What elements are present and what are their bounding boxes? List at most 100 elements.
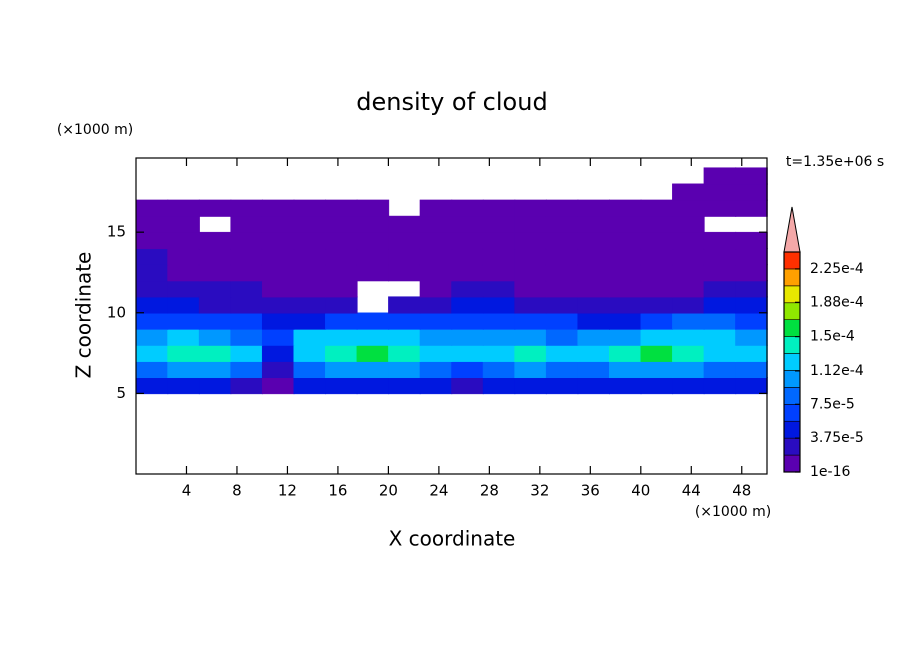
contour-cell [135, 280, 169, 298]
contour-cell [419, 215, 453, 233]
contour-cell [356, 264, 390, 282]
colorbar-frame [783, 251, 801, 473]
contour-cell [293, 199, 327, 217]
contour-cell [609, 360, 642, 379]
contour-cell [230, 312, 263, 330]
contour-cell [293, 328, 327, 346]
contour-cell [609, 312, 642, 330]
contour-cell [325, 296, 358, 314]
colorbar-band [783, 268, 801, 287]
x-tick-label: 32 [530, 482, 549, 500]
contour-cell [672, 264, 705, 282]
contour-cell [198, 264, 232, 282]
colorbar-band [783, 302, 801, 320]
contour-cell [482, 344, 516, 362]
contour-cell [609, 296, 642, 314]
contour-cell [261, 377, 295, 395]
contour-cell [735, 296, 768, 314]
contour-cell [609, 280, 642, 298]
contour-cell [325, 377, 358, 395]
contour-cell [167, 199, 200, 217]
contour-cell [388, 248, 421, 266]
contour-cell [451, 328, 484, 346]
contour-cell [514, 231, 547, 250]
contour-cell [735, 328, 768, 346]
contour-cell [640, 328, 674, 346]
colorbar-band [783, 336, 801, 354]
contour-cell [388, 377, 421, 395]
contour-cell [419, 328, 453, 346]
contour-cell [640, 264, 674, 282]
contour-cell [735, 344, 768, 362]
contour-cell [577, 280, 611, 298]
contour-cell [672, 215, 705, 233]
contour-cell [325, 312, 358, 330]
contour-cell [230, 248, 263, 266]
contour-cell [167, 328, 200, 346]
contour-cell [735, 360, 768, 379]
colorbar-extension [783, 206, 801, 253]
contour-cell [735, 231, 768, 250]
contour-cell [609, 328, 642, 346]
colorbar-band [783, 370, 801, 388]
contour-cell [672, 312, 705, 330]
y-tick-label: 5 [116, 384, 126, 402]
contour-cell [514, 344, 547, 362]
contour-cell [356, 215, 390, 233]
contour-cell [451, 264, 484, 282]
contour-cell [388, 296, 421, 314]
contour-cell [167, 296, 200, 314]
contour-cell [356, 248, 390, 266]
contour-cell [577, 215, 611, 233]
contour-cell [230, 264, 263, 282]
colorbar-band [783, 420, 801, 439]
contour-cell [640, 280, 674, 298]
x-tick-label: 40 [631, 482, 650, 500]
contour-cell [230, 231, 263, 250]
annotation: t=1.35e+06 s [786, 154, 884, 170]
contour-cell [167, 248, 200, 266]
contour-cell [640, 296, 674, 314]
x-tick-label: 24 [429, 482, 448, 500]
contour-cell [230, 328, 263, 346]
contour-cell [419, 312, 453, 330]
contour-cell [609, 231, 642, 250]
contour-cell [545, 360, 579, 379]
contour-cell [545, 280, 579, 298]
contour-cell [261, 312, 295, 330]
contour-cell [293, 231, 327, 250]
contour-cell [735, 167, 768, 185]
contour-cell [198, 377, 232, 395]
colorbar-tick-label: 1.12e-4 [810, 363, 864, 379]
contour-cell [482, 296, 516, 314]
colorbar-tick-label: 1.5e-4 [810, 329, 855, 345]
contour-cell [577, 231, 611, 250]
contour-cell [577, 360, 611, 379]
contour-cell [167, 215, 200, 233]
contour-cell [293, 360, 327, 379]
contour-cell [514, 264, 547, 282]
contour-cell [703, 280, 737, 298]
x-tick-label: 16 [328, 482, 347, 500]
colorbar-tick-label: 1e-16 [810, 464, 850, 480]
contour-cell [230, 296, 263, 314]
y-tick-label: 10 [107, 303, 126, 321]
contour-cell [293, 248, 327, 266]
contour-cell [735, 183, 768, 201]
contour-cell [672, 231, 705, 250]
contour-cell [198, 360, 232, 379]
contour-cell [609, 264, 642, 282]
contour-cell [388, 312, 421, 330]
contour-cell [261, 328, 295, 346]
contour-cell [672, 296, 705, 314]
contour-cell [198, 231, 232, 250]
contour-cell [135, 264, 169, 282]
contour-cell [672, 377, 705, 395]
contour-cell [514, 312, 547, 330]
contour-cell [230, 199, 263, 217]
contour-cell [419, 280, 453, 298]
colorbar-tick-label: 1.88e-4 [810, 294, 864, 310]
chart-title: density of cloud [356, 88, 547, 116]
contour-cell [482, 360, 516, 379]
